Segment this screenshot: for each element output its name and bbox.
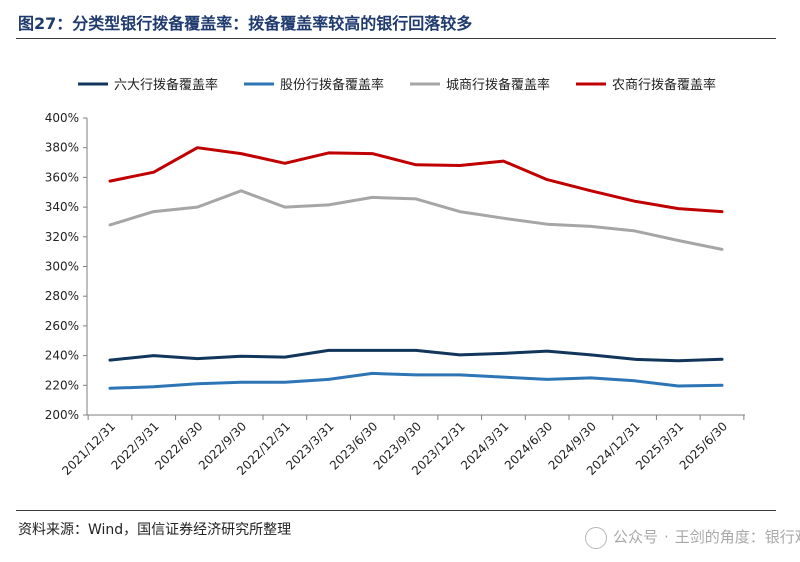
legend-label: 股份行拨备覆盖率 xyxy=(280,77,384,93)
chart-series xyxy=(108,146,724,390)
y-tick-label: 400% xyxy=(45,111,79,125)
y-tick-label: 260% xyxy=(45,319,79,333)
y-tick-label: 220% xyxy=(45,378,79,392)
legend-label: 城商行拨备覆盖率 xyxy=(446,77,550,93)
x-tick-label: 2021/12/31 xyxy=(59,419,118,478)
line-chart: 六大行拨备覆盖率 股份行拨备覆盖率 城商行拨备覆盖率 农商行拨备覆盖率 200% 220… xyxy=(45,77,745,478)
y-tick-label: 200% xyxy=(45,408,79,422)
chart-axes: 200% 220% 240% 260% 280% 300% 320% 340% 360% 380%… xyxy=(45,111,745,478)
y-tick-label: 320% xyxy=(45,230,79,244)
legend-label: 六大行拨备覆盖率 xyxy=(114,77,218,93)
series-line xyxy=(108,348,724,363)
y-tick-label: 240% xyxy=(45,349,79,363)
wechat-logo-icon xyxy=(585,526,607,549)
series-line xyxy=(108,189,724,251)
watermark-left: 公众号 xyxy=(613,528,659,546)
chart-legend: 六大行拨备覆盖率 股份行拨备覆盖率 城商行拨备覆盖率 农商行拨备覆盖率 xyxy=(78,77,716,93)
source-note: 资料来源：Wind，国信证券经济研究所整理 xyxy=(18,522,292,538)
series-line xyxy=(108,146,724,214)
y-tick-label: 340% xyxy=(45,200,79,214)
figure-title: 图27：分类型银行拨备覆盖率：拨备覆盖率较高的银行回落较多 xyxy=(18,14,473,33)
y-tick-label: 360% xyxy=(45,170,79,184)
watermark: 公众号·王剑的角度：银行观察 xyxy=(585,526,800,549)
watermark-right: 王剑的角度：银行观察 xyxy=(674,528,800,546)
y-tick-label: 300% xyxy=(45,260,79,274)
x-tick-label: 2025/6/30 xyxy=(677,419,730,472)
bottom-divider xyxy=(16,510,776,511)
top-divider xyxy=(16,38,776,39)
series-line xyxy=(108,371,724,390)
y-tick-label: 280% xyxy=(45,289,79,303)
legend-label: 农商行拨备覆盖率 xyxy=(612,77,716,93)
y-tick-label: 380% xyxy=(45,141,79,155)
